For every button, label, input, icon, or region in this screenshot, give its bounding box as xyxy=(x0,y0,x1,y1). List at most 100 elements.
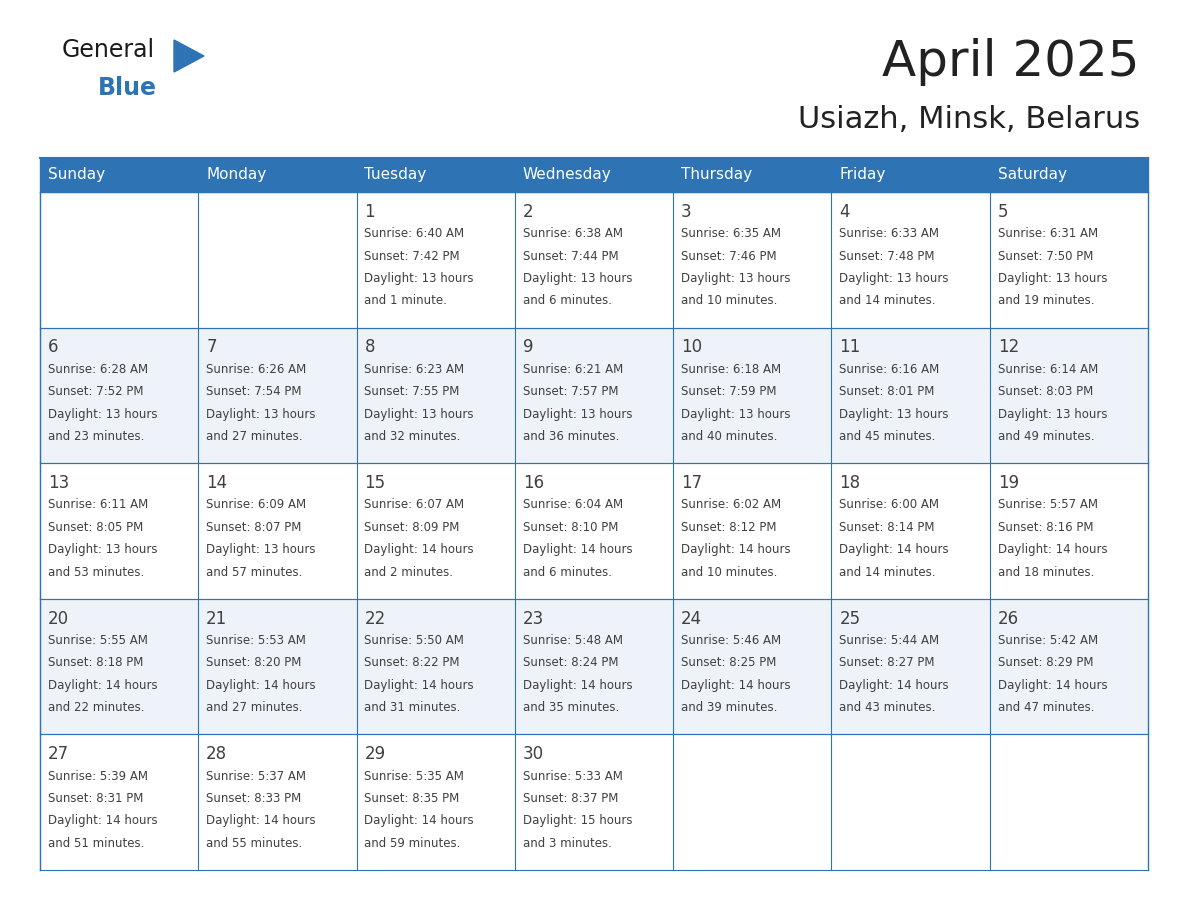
Text: and 19 minutes.: and 19 minutes. xyxy=(998,295,1094,308)
Text: Sunset: 7:48 PM: Sunset: 7:48 PM xyxy=(840,250,935,263)
Text: Sunset: 8:37 PM: Sunset: 8:37 PM xyxy=(523,792,618,805)
Bar xyxy=(674,464,832,599)
Text: Sunrise: 6:02 AM: Sunrise: 6:02 AM xyxy=(681,498,782,511)
Text: 16: 16 xyxy=(523,474,544,492)
Text: Sunrise: 6:31 AM: Sunrise: 6:31 AM xyxy=(998,228,1098,241)
Text: Sunset: 8:16 PM: Sunset: 8:16 PM xyxy=(998,521,1093,534)
Text: Daylight: 14 hours: Daylight: 14 hours xyxy=(523,543,632,556)
Text: Blue: Blue xyxy=(97,76,157,100)
Text: Sunset: 8:09 PM: Sunset: 8:09 PM xyxy=(365,521,460,534)
Text: Daylight: 13 hours: Daylight: 13 hours xyxy=(207,543,316,556)
Bar xyxy=(514,734,674,870)
Bar xyxy=(514,158,674,192)
Bar xyxy=(40,599,198,734)
Bar xyxy=(674,192,832,328)
Text: and 47 minutes.: and 47 minutes. xyxy=(998,701,1094,714)
Text: and 10 minutes.: and 10 minutes. xyxy=(681,295,777,308)
Text: 2: 2 xyxy=(523,203,533,221)
Text: Sunrise: 6:07 AM: Sunrise: 6:07 AM xyxy=(365,498,465,511)
Text: Daylight: 14 hours: Daylight: 14 hours xyxy=(681,543,791,556)
Text: Sunrise: 6:38 AM: Sunrise: 6:38 AM xyxy=(523,228,623,241)
Text: 17: 17 xyxy=(681,474,702,492)
Text: Sunset: 8:25 PM: Sunset: 8:25 PM xyxy=(681,656,777,669)
Text: Daylight: 13 hours: Daylight: 13 hours xyxy=(365,272,474,285)
Bar xyxy=(832,328,990,464)
Bar xyxy=(674,599,832,734)
Text: Sunset: 7:57 PM: Sunset: 7:57 PM xyxy=(523,386,618,398)
Text: 26: 26 xyxy=(998,610,1019,628)
Text: Sunset: 7:44 PM: Sunset: 7:44 PM xyxy=(523,250,619,263)
Text: Sunset: 7:55 PM: Sunset: 7:55 PM xyxy=(365,386,460,398)
Text: and 6 minutes.: and 6 minutes. xyxy=(523,295,612,308)
Text: Sunset: 8:18 PM: Sunset: 8:18 PM xyxy=(48,656,144,669)
Text: and 32 minutes.: and 32 minutes. xyxy=(365,430,461,443)
Text: Sunrise: 6:35 AM: Sunrise: 6:35 AM xyxy=(681,228,781,241)
Text: Usiazh, Minsk, Belarus: Usiazh, Minsk, Belarus xyxy=(798,105,1140,134)
Text: Daylight: 13 hours: Daylight: 13 hours xyxy=(48,408,158,420)
Bar xyxy=(832,734,990,870)
Text: 15: 15 xyxy=(365,474,386,492)
Text: Sunset: 8:31 PM: Sunset: 8:31 PM xyxy=(48,792,144,805)
Bar xyxy=(990,464,1148,599)
Text: Sunset: 8:29 PM: Sunset: 8:29 PM xyxy=(998,656,1093,669)
Text: Daylight: 14 hours: Daylight: 14 hours xyxy=(48,814,158,827)
Text: Daylight: 13 hours: Daylight: 13 hours xyxy=(840,272,949,285)
Text: Sunset: 7:52 PM: Sunset: 7:52 PM xyxy=(48,386,144,398)
Text: Sunset: 8:35 PM: Sunset: 8:35 PM xyxy=(365,792,460,805)
Text: and 23 minutes.: and 23 minutes. xyxy=(48,430,144,443)
Text: Sunset: 8:10 PM: Sunset: 8:10 PM xyxy=(523,521,618,534)
Text: 7: 7 xyxy=(207,339,216,356)
Text: Daylight: 13 hours: Daylight: 13 hours xyxy=(523,272,632,285)
Text: Sunrise: 6:16 AM: Sunrise: 6:16 AM xyxy=(840,363,940,375)
Bar xyxy=(832,192,990,328)
Text: Daylight: 14 hours: Daylight: 14 hours xyxy=(840,543,949,556)
Text: 21: 21 xyxy=(207,610,227,628)
Text: Daylight: 13 hours: Daylight: 13 hours xyxy=(681,408,790,420)
Text: and 53 minutes.: and 53 minutes. xyxy=(48,565,144,578)
Text: Daylight: 13 hours: Daylight: 13 hours xyxy=(840,408,949,420)
Text: and 14 minutes.: and 14 minutes. xyxy=(840,565,936,578)
Bar xyxy=(832,599,990,734)
Text: and 57 minutes.: and 57 minutes. xyxy=(207,565,303,578)
Bar xyxy=(198,192,356,328)
Text: and 27 minutes.: and 27 minutes. xyxy=(207,430,303,443)
Bar xyxy=(40,192,198,328)
Bar xyxy=(990,599,1148,734)
Bar xyxy=(832,158,990,192)
Text: 3: 3 xyxy=(681,203,691,221)
Bar xyxy=(198,158,356,192)
Text: Sunday: Sunday xyxy=(48,167,105,183)
Text: Sunset: 8:24 PM: Sunset: 8:24 PM xyxy=(523,656,618,669)
Text: Sunset: 7:46 PM: Sunset: 7:46 PM xyxy=(681,250,777,263)
Text: Sunrise: 6:09 AM: Sunrise: 6:09 AM xyxy=(207,498,307,511)
Text: Daylight: 14 hours: Daylight: 14 hours xyxy=(365,543,474,556)
Text: Sunrise: 6:26 AM: Sunrise: 6:26 AM xyxy=(207,363,307,375)
Text: 4: 4 xyxy=(840,203,849,221)
Text: 23: 23 xyxy=(523,610,544,628)
Text: Sunset: 8:33 PM: Sunset: 8:33 PM xyxy=(207,792,302,805)
Text: and 36 minutes.: and 36 minutes. xyxy=(523,430,619,443)
Text: 10: 10 xyxy=(681,339,702,356)
Text: Saturday: Saturday xyxy=(998,167,1067,183)
Text: Sunset: 8:01 PM: Sunset: 8:01 PM xyxy=(840,386,935,398)
Text: and 14 minutes.: and 14 minutes. xyxy=(840,295,936,308)
Text: Sunrise: 5:33 AM: Sunrise: 5:33 AM xyxy=(523,769,623,783)
Bar xyxy=(198,464,356,599)
Text: Daylight: 14 hours: Daylight: 14 hours xyxy=(523,678,632,692)
Text: Daylight: 13 hours: Daylight: 13 hours xyxy=(998,272,1107,285)
Bar xyxy=(40,734,198,870)
Text: and 55 minutes.: and 55 minutes. xyxy=(207,837,303,850)
Text: and 2 minutes.: and 2 minutes. xyxy=(365,565,454,578)
Text: and 51 minutes.: and 51 minutes. xyxy=(48,837,144,850)
Text: Daylight: 13 hours: Daylight: 13 hours xyxy=(365,408,474,420)
Bar xyxy=(990,734,1148,870)
Bar xyxy=(674,328,832,464)
Bar xyxy=(356,192,514,328)
Text: Sunrise: 5:55 AM: Sunrise: 5:55 AM xyxy=(48,634,147,647)
Text: Daylight: 13 hours: Daylight: 13 hours xyxy=(998,408,1107,420)
Text: and 45 minutes.: and 45 minutes. xyxy=(840,430,936,443)
Text: Sunset: 7:54 PM: Sunset: 7:54 PM xyxy=(207,386,302,398)
Text: Daylight: 14 hours: Daylight: 14 hours xyxy=(998,543,1107,556)
Text: Daylight: 14 hours: Daylight: 14 hours xyxy=(840,678,949,692)
Text: General: General xyxy=(62,38,156,62)
